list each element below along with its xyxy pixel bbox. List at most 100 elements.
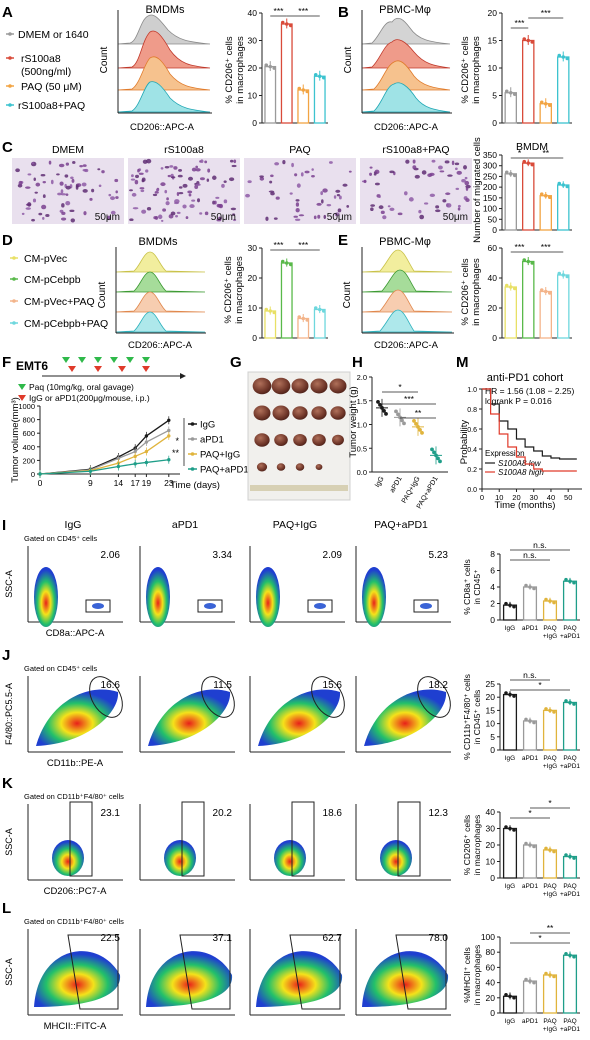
migrated-cell (40, 174, 46, 177)
bar-ylabel: % CD8a⁺ cells (462, 559, 472, 615)
data-point (524, 841, 528, 846)
migrated-cell (169, 165, 174, 168)
migrated-cell (408, 197, 414, 202)
x-tick-label: PAQ (563, 625, 576, 632)
migrated-cell (423, 202, 429, 205)
bar-title: BMDM (516, 141, 548, 153)
migrated-cell (175, 214, 178, 218)
panel-c: C DMEM 50μm rS100a8 50μm PAQ 50μm rS100a8+PAQ 5… (2, 137, 572, 243)
data-point (384, 411, 388, 416)
bar (297, 89, 310, 124)
migrated-cell (204, 211, 209, 216)
micrograph-title: rS100a8+PAQ (382, 144, 449, 156)
x-tick-label: PAQ (543, 1018, 556, 1025)
x-tick-label: PAQ (563, 1018, 576, 1025)
data-point (321, 309, 326, 313)
x-tick-label: IgG (374, 476, 386, 489)
migrated-cell (155, 188, 159, 192)
data-point (396, 412, 400, 417)
histogram-d: BMDMs Count CD206::APC-A (97, 236, 206, 351)
micrograph-title: rS100a8 (164, 144, 204, 156)
migrated-cell (231, 164, 237, 168)
data-point (543, 289, 548, 294)
migrated-cell (199, 212, 203, 215)
histogram-title: BMDMs (138, 236, 178, 248)
significance-label: *** (515, 242, 526, 252)
data-point (504, 825, 508, 829)
migrated-cell (89, 197, 93, 201)
significance-label: ** (415, 408, 422, 418)
data-point (557, 271, 562, 276)
migrated-cell (313, 215, 317, 220)
migrated-cell (346, 204, 350, 208)
x-tick-label: 23 (164, 478, 174, 488)
data-point (313, 306, 318, 310)
bar (502, 693, 518, 751)
data-point (544, 846, 548, 851)
data-point (539, 100, 544, 105)
migrated-cell (131, 192, 137, 197)
migrated-cell (140, 189, 145, 193)
migrated-cell (300, 172, 304, 177)
migrated-cell (293, 215, 298, 218)
migrated-cell (465, 198, 470, 203)
data-point (268, 64, 273, 69)
migrated-cell (170, 211, 176, 216)
migrated-cell (157, 214, 163, 220)
data-point (543, 193, 548, 198)
migrated-cell (27, 202, 32, 207)
migrated-cell (160, 167, 164, 170)
bar (280, 262, 293, 339)
data-point (376, 399, 380, 404)
legend-label: rS100a8 (21, 53, 61, 65)
data-point (532, 980, 536, 985)
migrated-cell (435, 209, 441, 213)
migrated-cell (173, 166, 178, 170)
x-tick-label: 0 (38, 478, 43, 488)
data-point (557, 53, 562, 58)
y-tick-label: 200 (483, 182, 497, 192)
data-point (264, 63, 269, 67)
legend-label: CM-pCebpb+PAQ (24, 318, 108, 330)
data-point (504, 170, 509, 175)
migrated-cell (455, 187, 460, 191)
km-curve (482, 388, 577, 460)
migrated-cell (141, 209, 147, 214)
migrated-cell (438, 165, 443, 170)
flow-density (256, 951, 343, 1007)
migrated-cell (115, 190, 118, 194)
migrated-cell (397, 212, 403, 216)
bar-ylabel: in macrophages (471, 36, 482, 104)
migrated-cell (130, 178, 136, 181)
bar (522, 39, 535, 124)
y-tick-label: 5 (492, 91, 497, 101)
data-point (504, 283, 509, 288)
histogram-xlabel: CD206::APC-A (128, 340, 193, 351)
migrated-cell (33, 177, 36, 182)
bar (504, 286, 517, 339)
migrated-cell (141, 177, 146, 182)
migrated-cell (431, 159, 436, 163)
migrated-cell (189, 204, 195, 209)
histogram-ylabel: Count (99, 46, 110, 73)
migrated-cell (464, 180, 470, 186)
km-ylabel: Probability (459, 420, 470, 465)
antibody-triangle-icon (118, 366, 126, 372)
y-tick-label: 350 (483, 150, 497, 160)
bar (313, 75, 326, 124)
migrated-cell (337, 208, 342, 213)
histogram-xlabel: CD206::APC-A (374, 340, 439, 351)
migrated-cell (317, 214, 321, 219)
legend-marker (12, 277, 16, 281)
migrated-cell (333, 195, 337, 199)
migrated-cell (296, 183, 301, 188)
histogram-trace (361, 82, 451, 113)
flow-xlabel: CD8a::APC-A (46, 628, 105, 639)
histogram-title: PBMC-Mφ (379, 4, 431, 16)
flow-density (420, 603, 432, 609)
significance-label: ** (542, 148, 549, 158)
migrated-cell (232, 213, 236, 216)
y-tick-label: 0.5 (357, 444, 367, 453)
tumor (310, 378, 328, 394)
legend-label: (500ng/ml) (21, 66, 71, 78)
